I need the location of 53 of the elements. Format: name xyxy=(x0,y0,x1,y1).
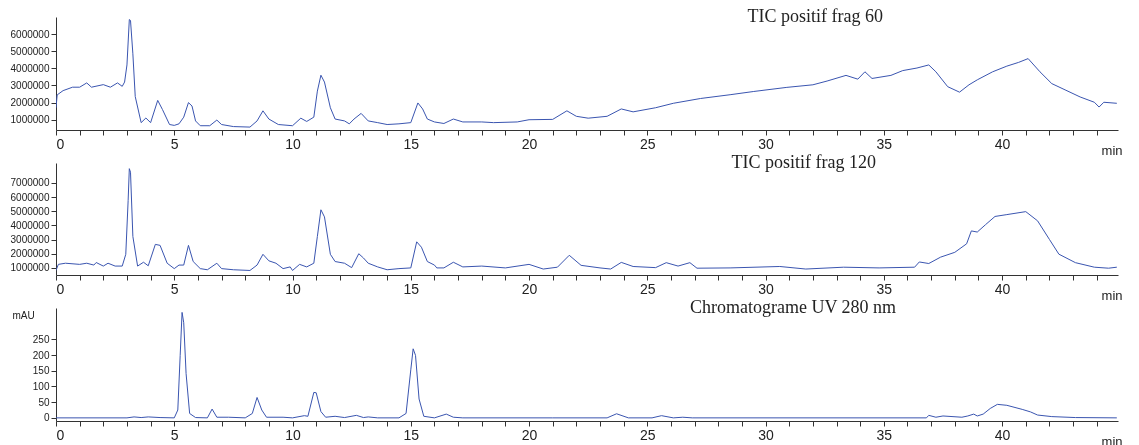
x-tick-label: 25 xyxy=(640,135,656,152)
y-tick-label: 5000000 xyxy=(10,45,50,57)
x-tick-label: 35 xyxy=(876,280,893,297)
y-tick-label: 1000000 xyxy=(10,262,50,274)
x-tick-label: 5 xyxy=(170,280,179,297)
x-tick-label: 25 xyxy=(640,280,656,297)
x-tick-label: 10 xyxy=(285,135,302,152)
x-tick-label: 20 xyxy=(521,426,538,443)
x-tick-label: 20 xyxy=(521,135,538,152)
x-tick-label: 40 xyxy=(994,426,1011,443)
x-tick-label: 5 xyxy=(170,135,179,152)
y-tick-label: 4000000 xyxy=(10,219,50,231)
x-tick-label: 0 xyxy=(56,280,65,297)
x-tick-label: 15 xyxy=(403,135,420,152)
y-tick-label: 4000000 xyxy=(10,62,50,74)
y-axis-title: mAU xyxy=(12,309,35,321)
x-tick-label: 40 xyxy=(994,135,1011,152)
x-tick-label: 20 xyxy=(521,280,538,297)
x-tick-label: 40 xyxy=(994,280,1011,297)
y-tick-label: 7000000 xyxy=(10,177,50,189)
x-tick-label: 0 xyxy=(56,426,65,443)
x-tick-label: 15 xyxy=(403,280,420,297)
y-tick-label: 2000000 xyxy=(10,97,50,109)
x-tick-label: 25 xyxy=(640,426,656,443)
text: TIC positif frag 120 xyxy=(731,152,876,172)
x-tick-label: 0 xyxy=(56,135,65,152)
y-tick-label: 6000000 xyxy=(10,191,50,203)
y-tick-label: 5000000 xyxy=(10,205,50,217)
y-tick-label: 50 xyxy=(38,396,50,408)
x-axis-title: min xyxy=(1101,142,1123,158)
x-tick-label: 10 xyxy=(285,426,302,443)
y-tick-label: 2000000 xyxy=(10,248,50,260)
y-tick-label: 1000000 xyxy=(10,114,50,126)
text: TIC positif frag 60 xyxy=(747,6,884,26)
x-tick-label: 10 xyxy=(285,280,302,297)
x-tick-label: 15 xyxy=(403,426,420,443)
text: Chromatograme UV 280 nm xyxy=(689,297,897,317)
x-tick-label: 30 xyxy=(758,280,775,297)
y-tick-label: 200 xyxy=(32,349,50,361)
x-tick-label: 35 xyxy=(876,426,893,443)
x-tick-label: 30 xyxy=(758,426,775,443)
x-tick-label: 30 xyxy=(758,135,775,152)
y-tick-label: 6000000 xyxy=(10,28,50,40)
x-axis-title: min xyxy=(1101,433,1123,445)
y-tick-label: 250 xyxy=(32,333,50,345)
y-tick-label: 0 xyxy=(43,412,50,424)
y-tick-label: 3000000 xyxy=(10,79,50,91)
x-tick-label: 35 xyxy=(876,135,893,152)
y-tick-label: 3000000 xyxy=(10,234,50,246)
y-tick-label: 150 xyxy=(32,365,50,377)
x-axis-title: min xyxy=(1101,287,1123,303)
x-tick-label: 5 xyxy=(170,426,179,443)
y-tick-label: 100 xyxy=(32,380,50,392)
